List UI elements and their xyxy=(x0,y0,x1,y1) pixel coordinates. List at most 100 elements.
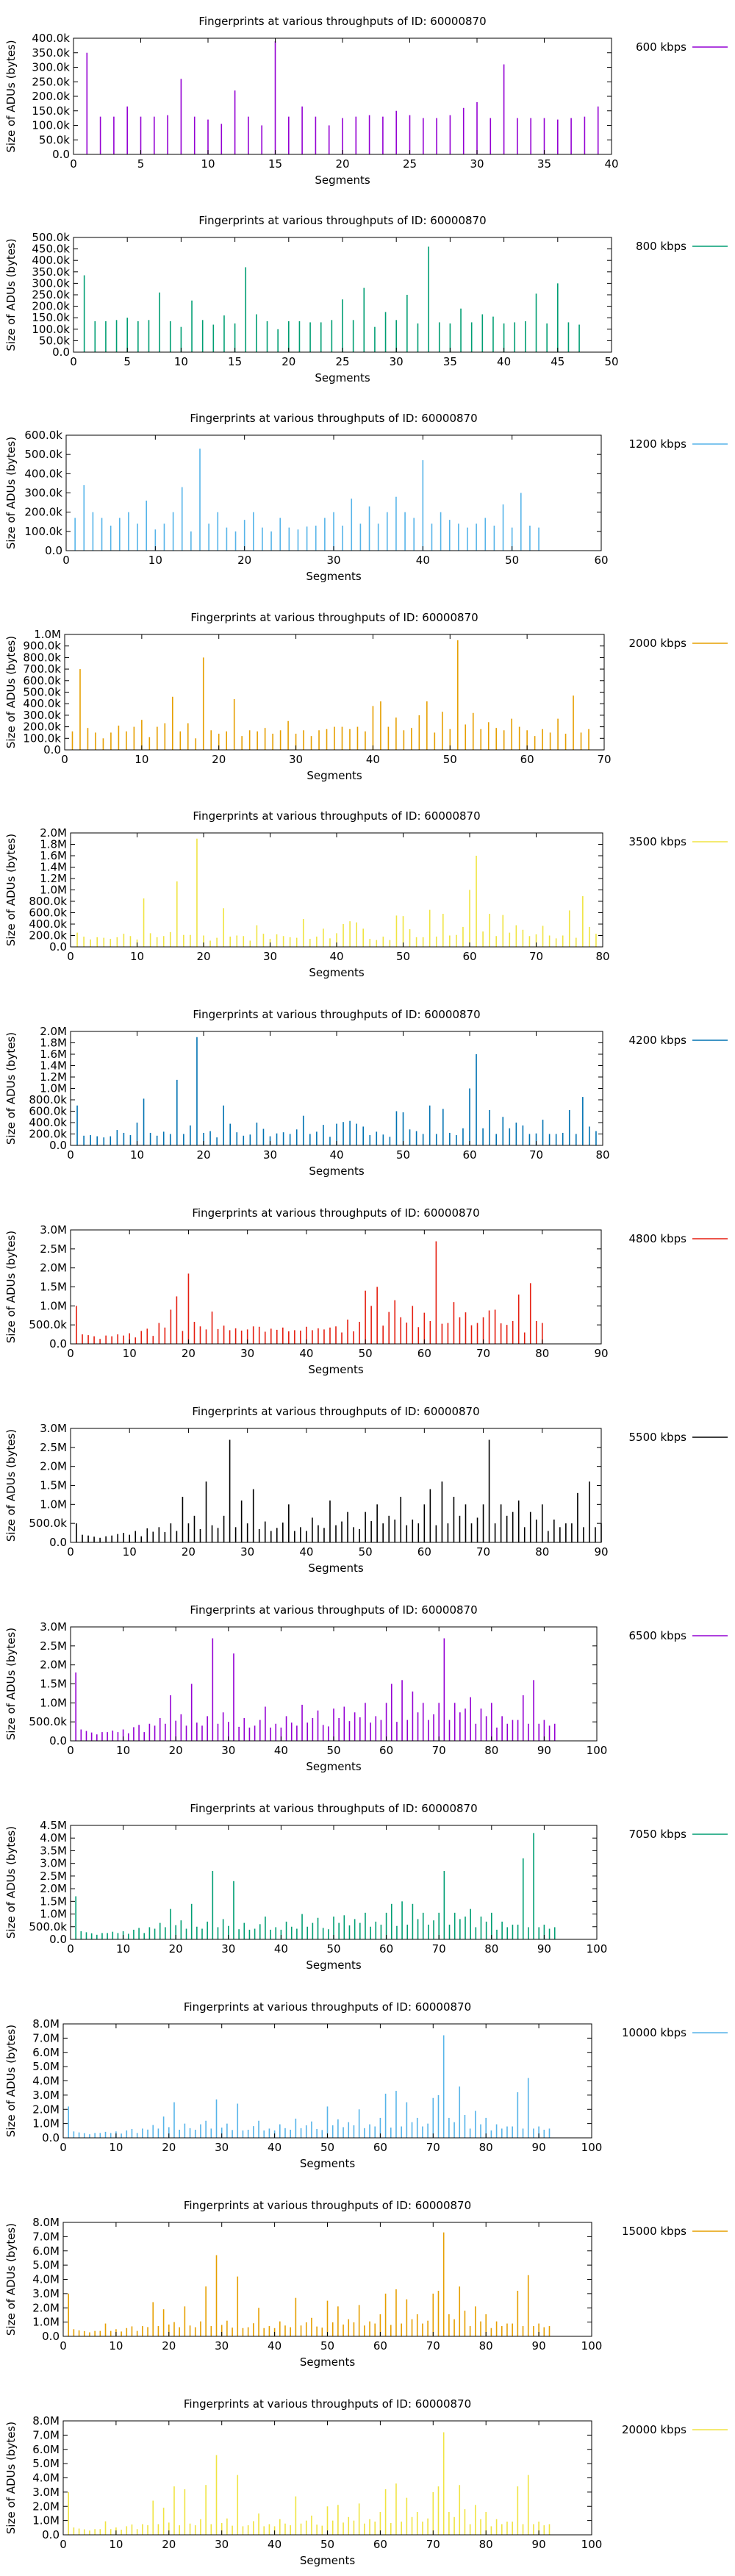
y-tick-label: 2.0M xyxy=(40,1882,67,1895)
y-tick-label: 2.0M xyxy=(40,1460,67,1473)
y-axis-label: Size of ADUs (bytes) xyxy=(4,238,18,351)
x-tick-label: 10 xyxy=(116,1744,130,1757)
y-tick-label: 400.0k xyxy=(32,254,70,267)
y-tick-label: 5.0M xyxy=(32,2258,60,2272)
x-tick-label: 30 xyxy=(215,2141,229,2154)
x-tick-label: 100 xyxy=(581,2538,603,2551)
x-tick-label: 60 xyxy=(379,1942,393,1956)
chart-title: Fingerprints at various throughputs of I… xyxy=(193,1008,480,1021)
chart-panel: Fingerprints at various throughputs of I… xyxy=(4,1802,728,1972)
y-tick-label: 2.5M xyxy=(40,1870,67,1883)
x-tick-label: 30 xyxy=(240,1545,254,1559)
y-tick-label: 100.0k xyxy=(23,731,61,745)
chart-panel: Fingerprints at various throughputs of I… xyxy=(4,214,728,384)
y-tick-label: 3.0M xyxy=(40,1422,67,1435)
y-tick-label: 2.0M xyxy=(32,2103,60,2116)
y-tick-label: 900.0k xyxy=(23,640,61,653)
x-tick-label: 80 xyxy=(595,950,609,963)
x-tick-label: 50 xyxy=(396,1148,410,1162)
x-tick-label: 60 xyxy=(373,2339,387,2353)
x-tick-label: 20 xyxy=(212,753,226,766)
y-axis-label: Size of ADUs (bytes) xyxy=(4,1032,18,1145)
y-tick-label: 300.0k xyxy=(32,276,70,290)
y-tick-label: 0.0 xyxy=(49,1337,67,1350)
x-tick-label: 40 xyxy=(268,2141,282,2154)
chart-panel: Fingerprints at various throughputs of I… xyxy=(4,809,728,979)
y-tick-label: 2.0M xyxy=(40,1025,67,1038)
y-axis-label: Size of ADUs (bytes) xyxy=(4,437,18,549)
x-tick-label: 80 xyxy=(484,1744,498,1757)
y-tick-label: 2.0M xyxy=(40,1659,67,1672)
chart-title: Fingerprints at various throughputs of I… xyxy=(198,214,486,227)
chart-panel: Fingerprints at various throughputs of I… xyxy=(4,1603,728,1773)
x-tick-label: 50 xyxy=(320,2339,334,2353)
chart-panel: Fingerprints at various throughputs of I… xyxy=(4,15,728,187)
y-tick-label: 3.0M xyxy=(40,1857,67,1870)
x-axis-label: Segments xyxy=(306,570,362,583)
x-tick-label: 5 xyxy=(137,157,145,171)
x-tick-label: 20 xyxy=(196,1148,210,1162)
x-tick-label: 50 xyxy=(505,554,519,567)
legend-label: 5500 kbps xyxy=(629,1431,687,1444)
y-tick-label: 200.0k xyxy=(32,90,70,103)
x-tick-label: 20 xyxy=(282,355,295,368)
y-tick-label: 0.0 xyxy=(52,148,70,161)
x-tick-label: 0 xyxy=(70,355,77,368)
x-tick-label: 10 xyxy=(116,1942,130,1956)
x-tick-label: 90 xyxy=(532,2339,546,2353)
y-tick-label: 100.0k xyxy=(32,119,70,132)
x-tick-label: 70 xyxy=(476,1545,490,1559)
y-axis-label: Size of ADUs (bytes) xyxy=(4,2223,18,2336)
x-tick-label: 10 xyxy=(130,950,144,963)
x-tick-label: 40 xyxy=(299,1545,313,1559)
x-tick-label: 80 xyxy=(535,1347,549,1360)
chart-title: Fingerprints at various throughputs of I… xyxy=(184,2000,471,2014)
x-tick-label: 10 xyxy=(123,1545,137,1559)
x-tick-label: 70 xyxy=(597,753,611,766)
x-tick-label: 90 xyxy=(532,2141,546,2154)
y-tick-label: 8.0M xyxy=(32,2216,60,2229)
x-axis-label: Segments xyxy=(306,1760,362,1773)
x-tick-label: 90 xyxy=(537,1744,551,1757)
x-tick-label: 10 xyxy=(123,1347,137,1360)
y-tick-label: 50.0k xyxy=(39,334,70,347)
y-tick-label: 1.0M xyxy=(40,1696,67,1709)
legend-label: 20000 kbps xyxy=(622,2423,686,2436)
y-tick-label: 1.8M xyxy=(40,1037,67,1050)
y-tick-label: 500.0k xyxy=(32,231,70,244)
y-tick-label: 4.5M xyxy=(40,1819,67,1832)
y-tick-label: 6.0M xyxy=(32,2244,60,2258)
x-tick-label: 25 xyxy=(403,157,417,171)
x-tick-label: 0 xyxy=(67,1545,74,1559)
x-tick-label: 15 xyxy=(268,157,282,171)
x-tick-label: 60 xyxy=(373,2141,387,2154)
x-tick-label: 15 xyxy=(228,355,242,368)
y-tick-label: 2.5M xyxy=(40,1242,67,1256)
x-tick-label: 60 xyxy=(417,1545,431,1559)
x-tick-label: 0 xyxy=(60,2538,67,2551)
x-tick-label: 30 xyxy=(263,1148,277,1162)
x-tick-label: 100 xyxy=(587,1942,608,1956)
chart-title: Fingerprints at various throughputs of I… xyxy=(190,1802,477,1815)
y-tick-label: 100.0k xyxy=(32,323,70,336)
y-tick-label: 1.0M xyxy=(40,1908,67,1921)
x-tick-label: 20 xyxy=(169,1942,183,1956)
x-tick-label: 5 xyxy=(123,355,131,368)
x-tick-label: 0 xyxy=(67,1942,74,1956)
y-tick-label: 5.0M xyxy=(32,2060,60,2073)
x-tick-label: 0 xyxy=(67,1744,74,1757)
y-tick-label: 200.0k xyxy=(29,1128,67,1141)
legend-label: 800 kbps xyxy=(636,240,686,253)
y-tick-label: 400.0k xyxy=(29,1116,67,1129)
x-tick-label: 60 xyxy=(417,1347,431,1360)
y-tick-label: 3.0M xyxy=(32,2486,60,2499)
legend-label: 7050 kbps xyxy=(629,1828,687,1841)
y-tick-label: 2.5M xyxy=(40,1441,67,1454)
y-tick-label: 450.0k xyxy=(32,243,70,256)
x-tick-label: 70 xyxy=(529,950,543,963)
x-tick-label: 50 xyxy=(359,1347,373,1360)
x-tick-label: 60 xyxy=(462,950,476,963)
y-tick-label: 300.0k xyxy=(23,709,61,722)
legend-label: 4800 kbps xyxy=(629,1232,687,1245)
